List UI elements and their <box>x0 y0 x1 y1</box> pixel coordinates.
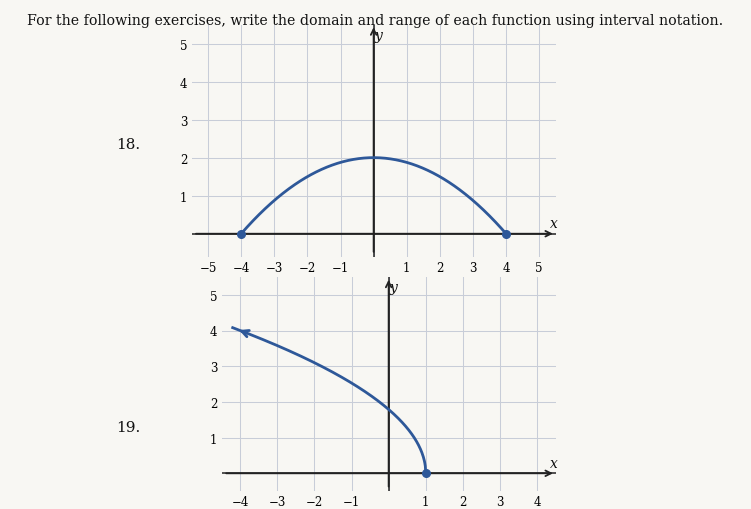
Text: For the following exercises, write the domain and range of each function using i: For the following exercises, write the d… <box>27 14 724 28</box>
Text: x: x <box>550 457 558 470</box>
Text: y: y <box>389 280 397 294</box>
Text: 19.: 19. <box>116 420 140 435</box>
Text: 18.: 18. <box>116 138 140 152</box>
Text: x: x <box>550 217 558 231</box>
Text: y: y <box>375 29 382 42</box>
